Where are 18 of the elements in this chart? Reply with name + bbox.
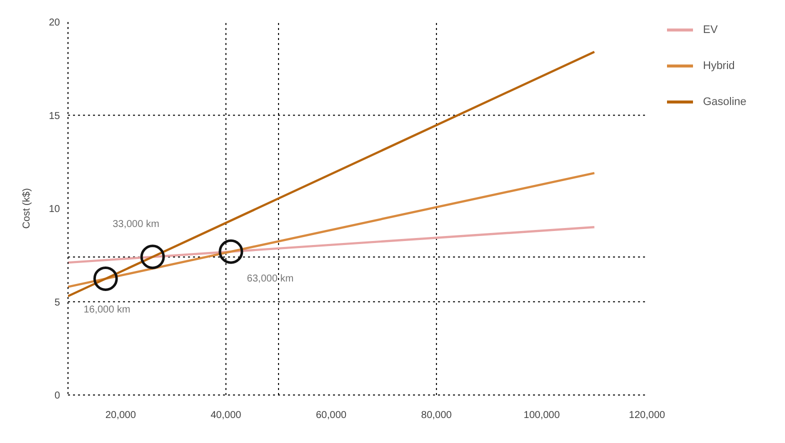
y-axis-title: Cost (k$): [22, 188, 33, 229]
x-tick-label: 80,000: [421, 410, 452, 422]
x-tick-label: 120,000: [628, 410, 666, 422]
x-tick-label: 20,000: [105, 410, 136, 422]
y-tick-label: 5: [54, 297, 60, 308]
y-tick-label: 10: [48, 204, 60, 216]
x-tick-label: 100,000: [524, 410, 560, 422]
annotation: 63,000 km: [246, 274, 294, 285]
x-tick-label: 60,000: [316, 410, 347, 422]
annotation: 33,000 km: [112, 218, 160, 230]
legend-label: EV: [703, 24, 718, 36]
y-tick-label: 15: [48, 110, 60, 122]
legend-label: Gasoline: [703, 96, 746, 108]
legend-label: Hybrid: [703, 60, 735, 72]
x-tick-label: 40,000: [210, 410, 242, 422]
y-tick-label: 0: [54, 390, 60, 402]
annotation: 16,000 km: [84, 304, 130, 316]
y-tick-label: 20: [48, 18, 60, 29]
